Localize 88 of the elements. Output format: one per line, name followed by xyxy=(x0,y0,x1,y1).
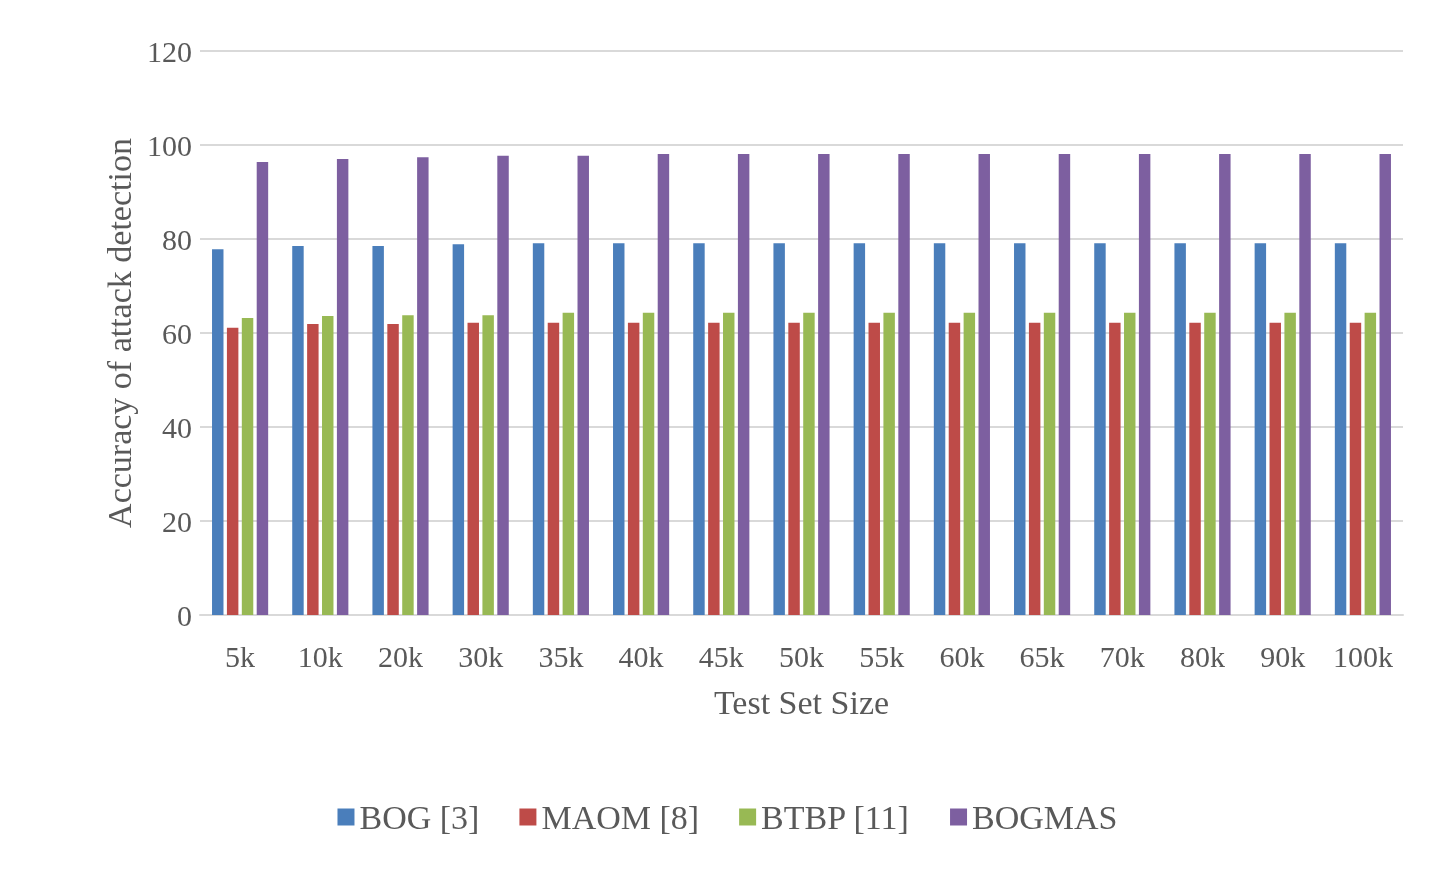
bar xyxy=(482,315,494,615)
y-tick-label: 60 xyxy=(162,316,192,350)
bar xyxy=(773,243,785,615)
bar xyxy=(978,153,990,615)
bar xyxy=(1094,243,1106,615)
x-tick-label: 55k xyxy=(859,639,905,673)
x-tick-label: 70k xyxy=(1099,639,1145,673)
bar xyxy=(1014,243,1026,615)
bar xyxy=(1254,243,1267,615)
bar xyxy=(322,316,334,615)
bar xyxy=(1109,322,1121,615)
bar xyxy=(1349,322,1362,615)
x-tick-label: 45k xyxy=(698,639,744,673)
x-tick-label: 80k xyxy=(1180,639,1225,673)
x-tick-label: 60k xyxy=(939,639,985,673)
x-tick-label: 35k xyxy=(538,639,584,673)
bar xyxy=(1043,312,1056,615)
y-axis-title: Accuracy of attack detection xyxy=(100,138,138,528)
x-tick-label: 50k xyxy=(779,639,824,673)
legend-label: MAOM [8] xyxy=(541,798,700,836)
bar xyxy=(226,327,239,615)
bar xyxy=(387,324,399,615)
bar xyxy=(1138,153,1151,615)
bar xyxy=(417,157,429,615)
bar xyxy=(1124,312,1136,615)
bar xyxy=(1334,243,1347,615)
bar xyxy=(868,322,880,615)
bar xyxy=(933,243,946,615)
bar xyxy=(627,322,640,615)
bar xyxy=(853,243,866,615)
x-tick-label: 10k xyxy=(297,639,343,673)
x-tick-label: 90k xyxy=(1260,639,1306,673)
bar xyxy=(948,322,961,615)
bar xyxy=(336,159,349,615)
bar xyxy=(613,243,625,615)
x-tick-label: 20k xyxy=(378,639,423,673)
bar xyxy=(547,322,560,615)
y-tick-label: 40 xyxy=(162,410,192,444)
bar xyxy=(737,153,750,615)
bar xyxy=(708,322,720,615)
y-tick-label: 120 xyxy=(147,34,192,68)
bar xyxy=(497,155,509,615)
x-tick-label: 40k xyxy=(618,639,664,673)
bar xyxy=(883,312,895,615)
bar xyxy=(723,312,735,615)
bar xyxy=(372,246,384,615)
x-tick-label: 100k xyxy=(1332,639,1393,673)
bar xyxy=(1189,322,1201,615)
bar xyxy=(452,244,465,615)
y-tick-label: 0 xyxy=(177,598,192,632)
bar xyxy=(241,317,254,615)
legend-label: BTBP [11] xyxy=(761,798,909,836)
y-tick-label: 80 xyxy=(162,222,192,256)
bar xyxy=(577,155,589,615)
y-tick-label: 100 xyxy=(147,128,192,162)
bar xyxy=(256,161,269,615)
bar xyxy=(1379,153,1391,615)
bar xyxy=(657,153,670,615)
bar xyxy=(1204,312,1216,615)
legend-label: BOGMAS xyxy=(972,798,1118,836)
bar xyxy=(788,322,800,615)
y-tick-label: 20 xyxy=(162,504,192,538)
bar xyxy=(307,324,319,615)
bar xyxy=(963,312,976,615)
bar xyxy=(898,153,910,615)
bar xyxy=(562,312,575,615)
bar xyxy=(1219,153,1231,615)
bar xyxy=(642,312,655,615)
bar xyxy=(1174,243,1186,615)
bar xyxy=(1299,153,1311,615)
x-tick-label: 30k xyxy=(458,639,504,673)
bar xyxy=(803,312,815,615)
bar xyxy=(1269,322,1281,615)
bar xyxy=(693,243,705,615)
x-tick-label: 5k xyxy=(225,639,256,673)
bar xyxy=(212,249,224,615)
bar xyxy=(292,246,304,615)
x-tick-label: 65k xyxy=(1019,639,1065,673)
bar xyxy=(1364,312,1377,615)
bar xyxy=(1028,322,1041,615)
bar xyxy=(532,243,545,615)
x-axis-title: Test Set Size xyxy=(713,683,890,721)
bar xyxy=(467,322,479,615)
bar xyxy=(1284,312,1296,615)
bar xyxy=(818,153,830,615)
legend-label: BOG [3] xyxy=(359,798,480,836)
bar xyxy=(1058,153,1071,615)
bar xyxy=(402,315,414,615)
